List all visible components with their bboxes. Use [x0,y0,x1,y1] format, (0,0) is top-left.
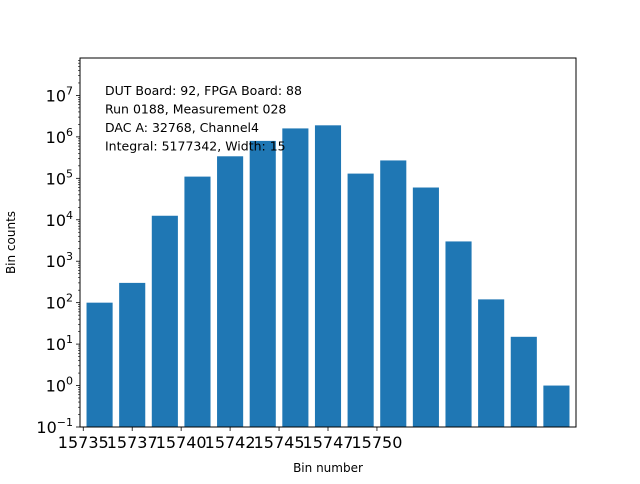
bar [282,128,309,427]
y-tick-exponent: −1 [57,416,73,429]
y-tick-base: 10 [46,211,66,230]
y-tick-label: 103 [46,250,73,271]
y-tick-base: 10 [46,294,66,313]
y-tick-base: 10 [46,169,66,188]
bar [184,176,211,427]
y-tick-label: 104 [46,209,73,230]
y-tick-exponent: 0 [66,375,73,388]
y-tick-base: 10 [46,335,66,354]
y-tick-exponent: 7 [66,84,73,97]
y-tick-exponent: 4 [66,209,73,222]
x-tick-label: 15747 [303,433,354,452]
bar [510,336,537,427]
y-tick-base: 10 [46,86,66,105]
bar [543,385,570,427]
y-axis-label: Bin counts [4,211,18,274]
x-tick-label: 15740 [156,433,207,452]
bar [217,156,244,427]
bar [249,140,276,427]
bar [412,187,439,427]
y-tick-exponent: 5 [66,167,73,180]
annotation-block: DUT Board: 92, FPGA Board: 88 Run 0188, M… [105,83,302,154]
bars-group [86,125,570,428]
y-tick-exponent: 3 [66,250,73,263]
bar [151,215,178,427]
annotation-line: DUT Board: 92, FPGA Board: 88 [105,83,302,98]
x-tick-label: 15737 [107,433,158,452]
y-tick-exponent: 6 [66,126,73,139]
annotation-line: Integral: 5177342, Width: 15 [105,139,286,154]
y-tick-label: 106 [46,126,73,147]
y-tick-label: 101 [46,333,73,354]
y-tick-label: 100 [46,375,73,396]
bar [119,282,146,427]
y-tick-label: 105 [46,167,73,188]
bar [380,160,407,428]
bar [314,125,342,428]
bar [478,299,505,427]
annotation-line: DAC A: 32768, Channel4 [105,120,259,135]
annotation-line: Run 0188, Measurement 028 [105,102,286,117]
y-tick-exponent: 1 [66,333,73,346]
y-tick-base: 10 [46,128,66,147]
x-tick-label: 15745 [254,433,305,452]
y-tick-label: 102 [46,292,73,313]
x-tick-label: 15735 [58,433,109,452]
y-tick-label: 10−1 [36,416,73,437]
bar [86,302,113,427]
y-tick-base: 10 [36,418,56,437]
y-tick-base: 10 [46,252,66,271]
y-tick-label: 107 [46,84,73,105]
x-tick-label: 15742 [205,433,256,452]
bar [445,241,472,427]
y-tick-base: 10 [46,377,66,396]
x-tick-label: 15750 [351,433,402,452]
x-axis-label: Bin number [293,461,363,475]
bar [347,173,374,427]
y-tick-exponent: 2 [66,292,73,305]
